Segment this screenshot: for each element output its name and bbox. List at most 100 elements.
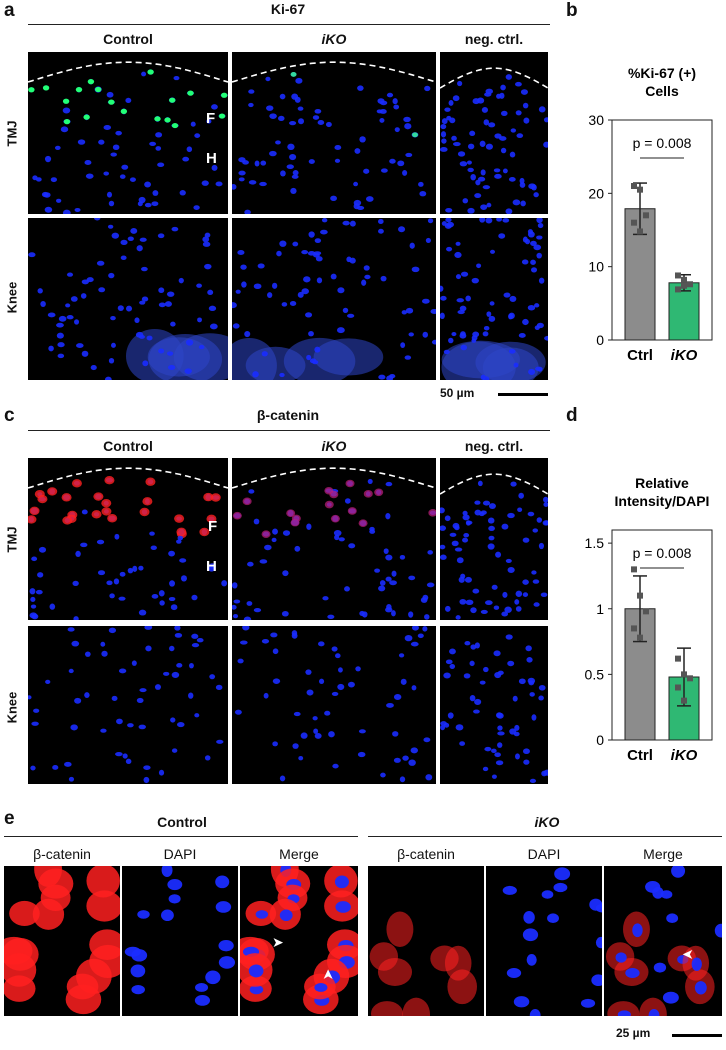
cell-nucleus: [398, 653, 405, 658]
cell-nucleus: [313, 251, 322, 256]
ki67-positive-nucleus: [290, 72, 297, 77]
cell-nucleus: [292, 170, 299, 176]
cell-nucleus: [491, 584, 498, 590]
cell-nucleus: [75, 550, 81, 558]
bcat-positive-cell: [242, 497, 252, 506]
cell-nucleus: [80, 542, 88, 548]
ki67-positive-nucleus: [154, 116, 161, 122]
cell-nucleus: [289, 154, 297, 161]
cell-nucleus: [124, 946, 141, 957]
cell-nucleus: [430, 308, 436, 314]
cell-nucleus: [402, 170, 408, 176]
cell-nucleus: [446, 115, 452, 121]
cell-nucleus: [113, 578, 120, 585]
cell-nucleus: [488, 503, 496, 510]
cell-nucleus: [56, 322, 64, 328]
cell-nucleus: [493, 168, 501, 173]
y-tick-label: 0: [596, 732, 604, 748]
cell-nucleus: [306, 523, 312, 530]
cell-nucleus: [348, 543, 356, 549]
cell-nucleus: [100, 641, 106, 647]
bcat-positive-cell: [206, 514, 217, 524]
cell-nucleus: [505, 208, 513, 214]
cell-nucleus: [232, 604, 237, 610]
cell-nucleus: [538, 542, 545, 550]
cell-nucleus: [480, 510, 487, 515]
cell-nucleus: [106, 580, 113, 586]
ki67-positive-nucleus: [63, 119, 71, 125]
cell-nucleus: [261, 639, 270, 644]
cell-nucleus: [314, 983, 328, 992]
cell-nucleus: [72, 580, 79, 587]
cell-nucleus: [149, 141, 157, 146]
cell-nucleus: [141, 71, 147, 77]
cell-nucleus: [399, 776, 406, 783]
cell-nucleus: [385, 481, 393, 487]
cell-nucleus: [510, 128, 517, 133]
y-tick-label: 10: [588, 259, 604, 275]
cell-nucleus: [110, 315, 116, 321]
bcat-positive-cell: [286, 509, 296, 518]
cell-nucleus: [497, 731, 505, 736]
cell-nucleus: [392, 731, 399, 737]
cell-nucleus: [459, 305, 467, 312]
cell-nucleus: [404, 635, 413, 642]
cell-nucleus: [537, 223, 544, 229]
cell-nucleus: [170, 321, 176, 327]
cell-nucleus: [520, 200, 526, 207]
cell-nucleus: [477, 480, 483, 487]
cell-nucleus: [520, 89, 528, 95]
panel-c-tmj-control-image: F H: [28, 458, 228, 620]
panel-c-knee-neg-image: [440, 626, 548, 784]
cell-nucleus: [308, 159, 315, 164]
cell-nucleus: [398, 226, 406, 233]
data-point: [687, 281, 693, 288]
bcat-positive-cell: [345, 479, 355, 488]
cell-nucleus: [462, 514, 470, 521]
x-tick-label: iKO: [671, 747, 698, 764]
cell-nucleus: [507, 660, 515, 667]
data-point: [675, 684, 681, 691]
cell-nucleus: [180, 575, 187, 582]
cell-nucleus: [443, 672, 451, 679]
cell-nucleus: [652, 886, 664, 899]
cell-nucleus: [98, 287, 106, 293]
cell-nucleus: [426, 582, 435, 588]
panel-c-tmj-neg-image: [440, 458, 548, 620]
cell-nucleus: [108, 627, 117, 634]
cell-nucleus: [130, 964, 146, 978]
cell-nucleus: [525, 645, 532, 652]
cell-nucleus: [81, 350, 89, 357]
cell-nucleus: [259, 559, 268, 564]
bcat-positive-cell: [428, 509, 436, 517]
data-point: [681, 282, 687, 289]
cell-nucleus: [98, 139, 105, 145]
cell-nucleus: [242, 626, 250, 631]
bcat-positive-cell: [139, 507, 150, 517]
panel-a-knee-control-image: [28, 218, 228, 380]
cell-nucleus: [108, 200, 115, 207]
cell-nucleus: [356, 205, 365, 211]
cell-nucleus: [184, 368, 192, 374]
cell-nucleus: [445, 659, 453, 665]
cell-nucleus: [289, 120, 297, 126]
cell-nucleus: [85, 173, 94, 179]
cell-nucleus: [419, 191, 427, 197]
cell-nucleus: [477, 176, 486, 182]
cell-nucleus: [117, 305, 124, 311]
cell-nucleus: [540, 592, 548, 597]
cell-nucleus: [67, 627, 75, 632]
cell-nucleus: [121, 164, 129, 170]
cell-nucleus: [106, 191, 113, 198]
cell-nucleus: [194, 994, 211, 1006]
cell-nucleus: [440, 312, 445, 320]
cell-nucleus: [232, 613, 239, 619]
cell-nucleus: [380, 772, 386, 778]
e-iko-merge-label: Merge: [643, 846, 683, 862]
cell-cytoplasm: [9, 900, 40, 926]
cell-nucleus: [144, 181, 151, 188]
cell-nucleus: [474, 698, 482, 705]
ki67-positive-nucleus: [218, 113, 226, 119]
cell-nucleus: [465, 295, 471, 302]
arrowhead-icon: ➤: [272, 934, 284, 950]
